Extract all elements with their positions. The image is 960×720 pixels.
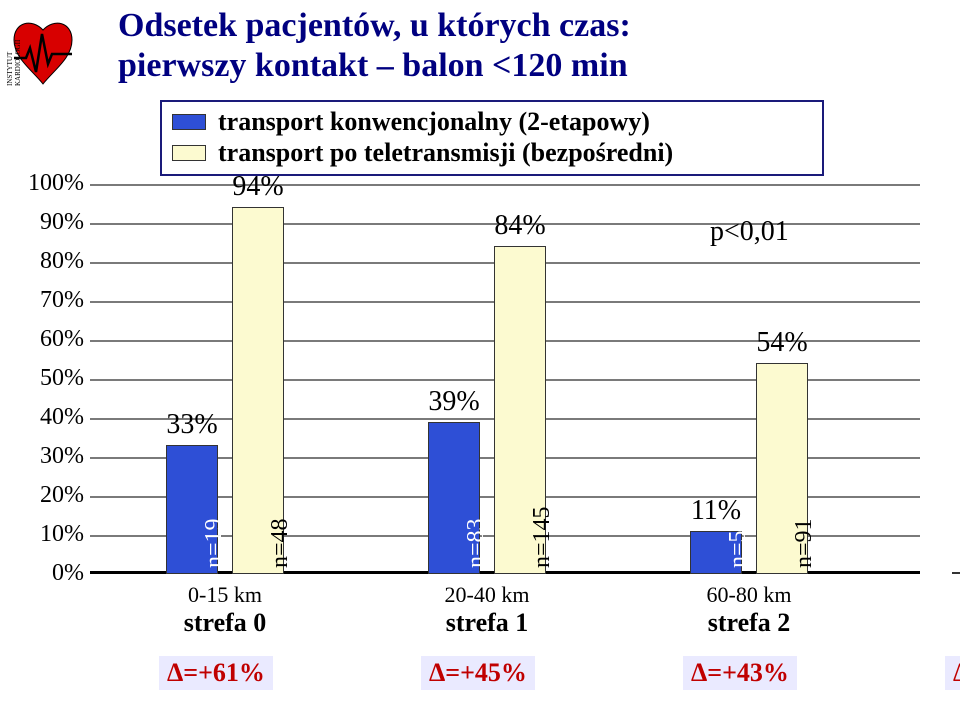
value-label: 39% bbox=[410, 386, 498, 418]
title-line-2: pierwszy kontakt – balon <120 min bbox=[118, 46, 918, 86]
y-tick: 90% bbox=[8, 209, 84, 236]
n-label: n=83 bbox=[463, 518, 490, 568]
value-label: 84% bbox=[476, 210, 564, 242]
logo-text: INSTYTUT KARDIOLOGII bbox=[6, 18, 22, 86]
y-tick: 0% bbox=[8, 560, 84, 587]
y-axis: 0%10%20%30%40%50%60%70%80%90%100% bbox=[0, 184, 84, 574]
category-range: 20-40 km bbox=[417, 582, 557, 608]
slide: INSTYTUT KARDIOLOGII Odsetek pacjentów, … bbox=[0, 0, 960, 720]
n-label: n=54 bbox=[725, 518, 752, 568]
category-range: 60-80 km bbox=[679, 582, 819, 608]
legend-swatch-1 bbox=[172, 114, 206, 130]
p-value-label: p<0,01 bbox=[710, 216, 789, 248]
title: Odsetek pacjentów, u których czas: pierw… bbox=[118, 6, 918, 86]
legend-label-1: transport konwencjonalny (2-etapowy) bbox=[218, 106, 650, 137]
y-tick: 50% bbox=[8, 365, 84, 392]
y-tick: 70% bbox=[8, 287, 84, 314]
n-label: n=19 bbox=[201, 518, 228, 568]
zone-label: strefa 0 bbox=[155, 608, 295, 638]
delta-label: Δ=+61% bbox=[159, 656, 273, 690]
y-tick: 40% bbox=[8, 404, 84, 431]
zone-label: strefa 3 bbox=[941, 608, 960, 638]
category-range: 0-15 km bbox=[155, 582, 295, 608]
legend-row-2: transport po teletransmisji (bezpośredni… bbox=[172, 137, 812, 168]
institute-logo: INSTYTUT KARDIOLOGII bbox=[12, 14, 74, 92]
value-label: 0% bbox=[940, 538, 960, 570]
plot-area: p<0,01 33%n=1994%n=4839%n=8384%n=14511%n… bbox=[90, 184, 920, 574]
n-label: n=145 bbox=[529, 506, 556, 568]
delta-label: Δ=+43% bbox=[683, 656, 797, 690]
value-label: 33% bbox=[148, 409, 236, 441]
title-line-1: Odsetek pacjentów, u których czas: bbox=[118, 6, 918, 46]
zone-label: strefa 1 bbox=[417, 608, 557, 638]
y-tick: 60% bbox=[8, 326, 84, 353]
legend: transport konwencjonalny (2-etapowy) tra… bbox=[160, 100, 824, 176]
y-tick: 10% bbox=[8, 521, 84, 548]
value-label: 54% bbox=[738, 327, 826, 359]
zone-label: strefa 2 bbox=[679, 608, 819, 638]
n-label: n=91 bbox=[791, 518, 818, 568]
legend-label-2: transport po teletransmisji (bezpośredni… bbox=[218, 137, 673, 168]
y-tick: 80% bbox=[8, 248, 84, 275]
value-label: 94% bbox=[214, 171, 302, 203]
legend-row-1: transport konwencjonalny (2-etapowy) bbox=[172, 106, 812, 137]
category-range: 90-120 km bbox=[941, 582, 960, 608]
y-tick: 20% bbox=[8, 482, 84, 509]
y-tick: 100% bbox=[8, 170, 84, 197]
bar bbox=[952, 572, 960, 574]
delta-label: Δ=+45% bbox=[421, 656, 535, 690]
n-label: n=48 bbox=[267, 518, 294, 568]
legend-swatch-2 bbox=[172, 145, 206, 161]
y-tick: 30% bbox=[8, 443, 84, 470]
delta-label: Δ=+16% bbox=[945, 656, 960, 690]
